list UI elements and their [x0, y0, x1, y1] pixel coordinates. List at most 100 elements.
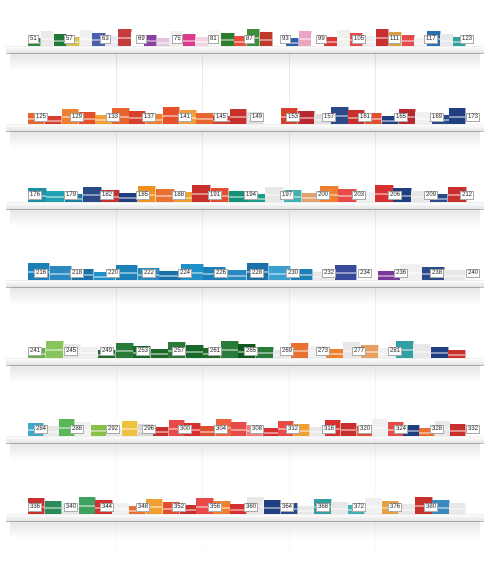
- product-facing[interactable]: [230, 109, 248, 124]
- product-facing[interactable]: [43, 426, 60, 436]
- product-id-label: 292: [106, 425, 121, 434]
- product-stripe: [449, 116, 466, 118]
- product-facing[interactable]: [259, 32, 274, 46]
- product-facing[interactable]: [401, 35, 415, 46]
- product-facing[interactable]: [153, 427, 170, 436]
- product-facing[interactable]: [440, 34, 454, 46]
- product-facing[interactable]: [78, 497, 96, 514]
- product-stripe: [272, 40, 286, 42]
- product-stripe: [79, 38, 92, 40]
- product-facing[interactable]: [290, 343, 309, 358]
- product-facing[interactable]: [297, 506, 315, 514]
- product-facing[interactable]: [49, 266, 73, 280]
- product-facing[interactable]: [82, 187, 102, 202]
- product-facing[interactable]: [145, 499, 164, 514]
- product-facing[interactable]: [156, 38, 171, 46]
- product-facing[interactable]: [185, 345, 204, 358]
- product-facing[interactable]: [340, 423, 357, 436]
- product-stripe: [290, 274, 313, 276]
- product-facing[interactable]: [290, 269, 314, 280]
- product-id-label: 222: [142, 269, 157, 278]
- product-facing[interactable]: [449, 503, 467, 514]
- shelf: 216 218 220 222 224 226 228 230 232 234 236 238 240: [0, 240, 489, 305]
- product-facing[interactable]: [118, 29, 132, 46]
- product-id-label: 185: [136, 191, 151, 200]
- product-facing[interactable]: [231, 422, 248, 436]
- product-stripe: [49, 273, 72, 275]
- product-facing[interactable]: [255, 347, 274, 358]
- product-facing[interactable]: [196, 113, 214, 124]
- product-stripe: [440, 40, 453, 42]
- product-id-label: 261: [208, 347, 223, 356]
- product-facing[interactable]: [449, 108, 467, 124]
- product-facing[interactable]: [220, 341, 239, 358]
- product-facing[interactable]: [413, 344, 432, 358]
- product-id-label: 265: [244, 347, 259, 356]
- product-facing[interactable]: [298, 31, 312, 46]
- product-stripe: [375, 37, 389, 39]
- product-facing[interactable]: [444, 270, 467, 280]
- product-id-label: 340: [64, 503, 79, 512]
- product-facing[interactable]: [40, 31, 55, 46]
- product-facing[interactable]: [182, 34, 196, 46]
- product-facing[interactable]: [325, 349, 344, 358]
- product-id-label: 300: [178, 425, 193, 434]
- shelf: 51 57 63 69 75 81 87 93 99 105 111 117 123: [0, 6, 489, 71]
- product-facing[interactable]: [105, 36, 119, 46]
- product-facing[interactable]: [297, 111, 315, 124]
- product-facing[interactable]: [263, 500, 282, 514]
- product-facing[interactable]: [46, 191, 65, 202]
- product-facing[interactable]: [80, 347, 99, 358]
- product-facing[interactable]: [90, 425, 107, 436]
- product-stripe: [340, 429, 356, 431]
- product-stripe: [115, 272, 137, 274]
- product-stripe: [331, 508, 348, 510]
- product-stripe: [449, 508, 466, 510]
- product-facing[interactable]: [225, 270, 248, 280]
- product-facing[interactable]: [262, 428, 279, 436]
- product-facing[interactable]: [285, 38, 300, 46]
- product-facing[interactable]: [115, 343, 134, 358]
- section-divider: [289, 36, 290, 556]
- product-facing[interactable]: [179, 505, 197, 514]
- product-stripe: [432, 507, 449, 509]
- product-facing[interactable]: [112, 503, 130, 514]
- product-facing[interactable]: [430, 347, 449, 358]
- product-facing[interactable]: [44, 116, 63, 124]
- product-facing[interactable]: [221, 33, 235, 46]
- product-facing[interactable]: [448, 350, 467, 358]
- product-facing[interactable]: [115, 265, 138, 280]
- product-stripe: [429, 198, 448, 200]
- product-facing[interactable]: [362, 36, 377, 46]
- product-facing[interactable]: [364, 113, 383, 124]
- product-id-label: 188: [172, 191, 187, 200]
- product-facing[interactable]: [44, 501, 63, 514]
- product-id-label: 179: [64, 191, 79, 200]
- product-stripe: [59, 427, 75, 429]
- product-facing[interactable]: [398, 504, 416, 514]
- product-facing[interactable]: [337, 30, 351, 46]
- product-stripe: [93, 276, 116, 278]
- product-facing[interactable]: [331, 502, 349, 514]
- product-facing[interactable]: [334, 265, 357, 280]
- product-facing[interactable]: [143, 35, 158, 46]
- product-stripe: [400, 272, 422, 274]
- product-stripe: [196, 118, 213, 120]
- shelf-shadow: [10, 131, 480, 149]
- product-facing[interactable]: [450, 424, 467, 436]
- product-facing[interactable]: [324, 37, 338, 46]
- product-stripe: [362, 41, 376, 43]
- product-facing[interactable]: [121, 421, 138, 436]
- product-id-label: 212: [460, 191, 475, 200]
- product-facing[interactable]: [263, 115, 282, 124]
- product-facing[interactable]: [150, 349, 169, 358]
- product-facing[interactable]: [403, 425, 420, 436]
- product-facing[interactable]: [45, 341, 64, 358]
- product-id-label: 238: [430, 269, 445, 278]
- product-stripe: [129, 117, 146, 119]
- product-facing[interactable]: [372, 419, 389, 436]
- product-facing[interactable]: [364, 498, 383, 514]
- product-stripe: [234, 41, 247, 43]
- product-facing[interactable]: [195, 37, 209, 46]
- product-facing[interactable]: [79, 30, 93, 46]
